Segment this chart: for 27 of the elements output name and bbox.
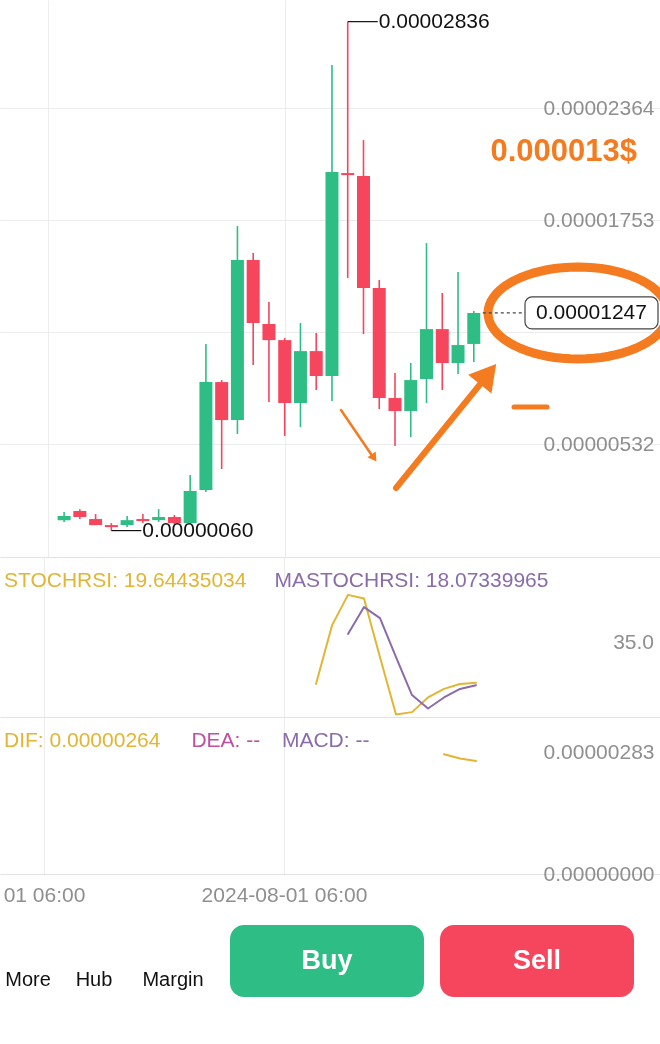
text: Sell — [512, 945, 562, 975]
legend-label: MACD: -- — [281, 728, 370, 751]
candlestick — [341, 20, 355, 279]
y-tick-label: 0.00000000 — [543, 861, 655, 885]
x-tick-label: 01 06:00 — [3, 882, 86, 906]
y-tick-label: 0.00000283 — [543, 740, 655, 764]
candlestick — [451, 271, 465, 375]
annotation: 0.00000060 — [142, 517, 254, 541]
candlestick — [388, 372, 402, 447]
text: 0.000013$ — [490, 133, 637, 168]
text: Hub — [75, 968, 113, 990]
text: Margin — [142, 968, 204, 990]
x-tick-label: 2024-08-01 06:00 — [201, 882, 368, 906]
text: DIF: 0.00000264 — [4, 728, 161, 751]
y-tick-label: 0.00001753 — [543, 207, 655, 231]
y-tick-label: 0.00002364 — [543, 95, 655, 119]
text: MASTOCHRSI: 18.07339965 — [274, 568, 549, 591]
annotation: 0.00002836 — [378, 8, 490, 32]
text: More — [5, 968, 51, 990]
ref-line-label: 0.00001247 — [536, 299, 647, 323]
text: Buy — [301, 945, 353, 975]
legend-label: DEA: -- — [191, 728, 261, 751]
text: 35.0 — [613, 630, 654, 653]
text: STOCHRSI: 19.64435034 — [4, 568, 247, 591]
candlestick — [262, 301, 276, 403]
y-tick-label: 0.00000532 — [543, 431, 655, 455]
candlestick — [136, 513, 150, 524]
